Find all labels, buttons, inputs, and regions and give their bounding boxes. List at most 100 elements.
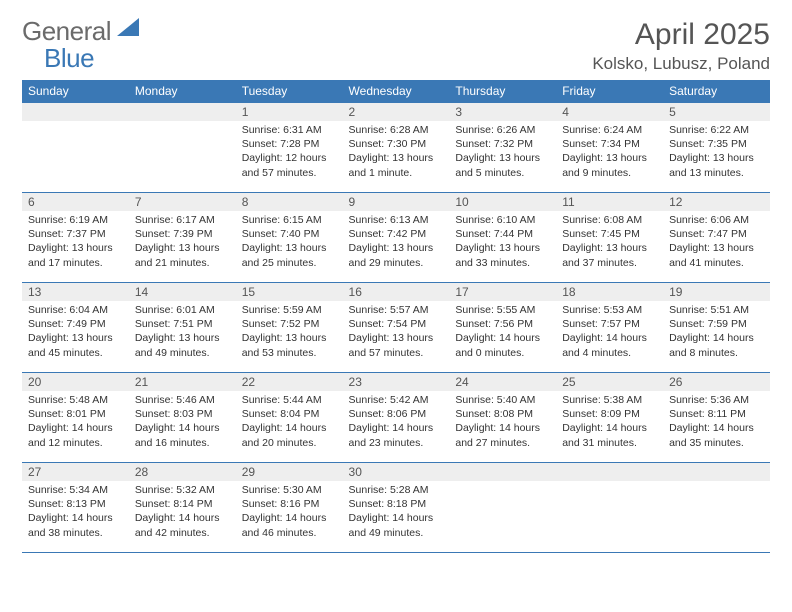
day-number: 30: [343, 463, 450, 481]
sunset-text: Sunset: 8:14 PM: [135, 497, 230, 511]
sunset-text: Sunset: 7:51 PM: [135, 317, 230, 331]
sunset-text: Sunset: 7:56 PM: [455, 317, 550, 331]
daylight-text: Daylight: 14 hours and 27 minutes.: [455, 421, 550, 449]
title-block: April 2025 Kolsko, Lubusz, Poland: [592, 18, 770, 74]
weekday-header: Tuesday: [236, 80, 343, 103]
sunrise-text: Sunrise: 5:59 AM: [242, 303, 337, 317]
day-number: 5: [663, 103, 770, 121]
calendar-day-cell: 17Sunrise: 5:55 AMSunset: 7:56 PMDayligh…: [449, 283, 556, 373]
sunset-text: Sunset: 8:01 PM: [28, 407, 123, 421]
day-content: Sunrise: 6:01 AMSunset: 7:51 PMDaylight:…: [129, 301, 236, 364]
day-number: 24: [449, 373, 556, 391]
day-content: Sunrise: 6:15 AMSunset: 7:40 PMDaylight:…: [236, 211, 343, 274]
daylight-text: Daylight: 13 hours and 1 minute.: [349, 151, 444, 179]
calendar-day-cell: 4Sunrise: 6:24 AMSunset: 7:34 PMDaylight…: [556, 103, 663, 193]
sunset-text: Sunset: 7:54 PM: [349, 317, 444, 331]
day-number: 11: [556, 193, 663, 211]
sunset-text: Sunset: 7:34 PM: [562, 137, 657, 151]
sunrise-text: Sunrise: 6:13 AM: [349, 213, 444, 227]
daylight-text: Daylight: 13 hours and 53 minutes.: [242, 331, 337, 359]
sunset-text: Sunset: 7:39 PM: [135, 227, 230, 241]
day-content: Sunrise: 6:08 AMSunset: 7:45 PMDaylight:…: [556, 211, 663, 274]
day-content: Sunrise: 5:40 AMSunset: 8:08 PMDaylight:…: [449, 391, 556, 454]
daylight-text: Daylight: 14 hours and 35 minutes.: [669, 421, 764, 449]
month-title: April 2025: [592, 18, 770, 52]
day-number: 19: [663, 283, 770, 301]
weekday-header: Thursday: [449, 80, 556, 103]
day-content: Sunrise: 6:28 AMSunset: 7:30 PMDaylight:…: [343, 121, 450, 184]
day-content: Sunrise: 6:26 AMSunset: 7:32 PMDaylight:…: [449, 121, 556, 184]
daylight-text: Daylight: 13 hours and 5 minutes.: [455, 151, 550, 179]
day-content: Sunrise: 6:22 AMSunset: 7:35 PMDaylight:…: [663, 121, 770, 184]
day-number: 25: [556, 373, 663, 391]
day-content: Sunrise: 6:17 AMSunset: 7:39 PMDaylight:…: [129, 211, 236, 274]
calendar-day-cell: 7Sunrise: 6:17 AMSunset: 7:39 PMDaylight…: [129, 193, 236, 283]
calendar-week-row: 27Sunrise: 5:34 AMSunset: 8:13 PMDayligh…: [22, 463, 770, 553]
brand-logo: General Blue: [22, 18, 139, 72]
day-content: Sunrise: 6:04 AMSunset: 7:49 PMDaylight:…: [22, 301, 129, 364]
sunrise-text: Sunrise: 5:34 AM: [28, 483, 123, 497]
weekday-header: Monday: [129, 80, 236, 103]
calendar-day-cell: 11Sunrise: 6:08 AMSunset: 7:45 PMDayligh…: [556, 193, 663, 283]
calendar-day-cell: 18Sunrise: 5:53 AMSunset: 7:57 PMDayligh…: [556, 283, 663, 373]
daylight-text: Daylight: 13 hours and 37 minutes.: [562, 241, 657, 269]
day-number: 28: [129, 463, 236, 481]
sunset-text: Sunset: 7:32 PM: [455, 137, 550, 151]
daylight-text: Daylight: 13 hours and 21 minutes.: [135, 241, 230, 269]
calendar-day-cell: 24Sunrise: 5:40 AMSunset: 8:08 PMDayligh…: [449, 373, 556, 463]
day-content: Sunrise: 5:34 AMSunset: 8:13 PMDaylight:…: [22, 481, 129, 544]
header: General Blue April 2025 Kolsko, Lubusz, …: [22, 18, 770, 74]
sunset-text: Sunset: 7:47 PM: [669, 227, 764, 241]
calendar-day-cell: 10Sunrise: 6:10 AMSunset: 7:44 PMDayligh…: [449, 193, 556, 283]
sunrise-text: Sunrise: 5:51 AM: [669, 303, 764, 317]
day-content: Sunrise: 6:06 AMSunset: 7:47 PMDaylight:…: [663, 211, 770, 274]
day-content: Sunrise: 5:44 AMSunset: 8:04 PMDaylight:…: [236, 391, 343, 454]
day-number: 1: [236, 103, 343, 121]
weekday-header: Saturday: [663, 80, 770, 103]
calendar-day-cell: [129, 103, 236, 193]
calendar-day-cell: 14Sunrise: 6:01 AMSunset: 7:51 PMDayligh…: [129, 283, 236, 373]
calendar-day-cell: 6Sunrise: 6:19 AMSunset: 7:37 PMDaylight…: [22, 193, 129, 283]
day-content: Sunrise: 5:38 AMSunset: 8:09 PMDaylight:…: [556, 391, 663, 454]
day-content: Sunrise: 5:53 AMSunset: 7:57 PMDaylight:…: [556, 301, 663, 364]
sunrise-text: Sunrise: 6:28 AM: [349, 123, 444, 137]
calendar-day-cell: [556, 463, 663, 553]
calendar-day-cell: 8Sunrise: 6:15 AMSunset: 7:40 PMDaylight…: [236, 193, 343, 283]
daylight-text: Daylight: 12 hours and 57 minutes.: [242, 151, 337, 179]
sunrise-text: Sunrise: 6:08 AM: [562, 213, 657, 227]
sunset-text: Sunset: 7:30 PM: [349, 137, 444, 151]
sunrise-text: Sunrise: 6:10 AM: [455, 213, 550, 227]
calendar-day-cell: 26Sunrise: 5:36 AMSunset: 8:11 PMDayligh…: [663, 373, 770, 463]
day-content: Sunrise: 5:51 AMSunset: 7:59 PMDaylight:…: [663, 301, 770, 364]
daylight-text: Daylight: 14 hours and 42 minutes.: [135, 511, 230, 539]
day-number: [129, 103, 236, 121]
sunset-text: Sunset: 8:13 PM: [28, 497, 123, 511]
sunset-text: Sunset: 7:37 PM: [28, 227, 123, 241]
sunset-text: Sunset: 7:59 PM: [669, 317, 764, 331]
sunrise-text: Sunrise: 6:17 AM: [135, 213, 230, 227]
location: Kolsko, Lubusz, Poland: [592, 54, 770, 74]
calendar-day-cell: 13Sunrise: 6:04 AMSunset: 7:49 PMDayligh…: [22, 283, 129, 373]
calendar-day-cell: 5Sunrise: 6:22 AMSunset: 7:35 PMDaylight…: [663, 103, 770, 193]
calendar-day-cell: 23Sunrise: 5:42 AMSunset: 8:06 PMDayligh…: [343, 373, 450, 463]
day-number: 10: [449, 193, 556, 211]
day-number: [22, 103, 129, 121]
sunset-text: Sunset: 8:03 PM: [135, 407, 230, 421]
daylight-text: Daylight: 14 hours and 38 minutes.: [28, 511, 123, 539]
sunset-text: Sunset: 8:08 PM: [455, 407, 550, 421]
calendar-day-cell: 3Sunrise: 6:26 AMSunset: 7:32 PMDaylight…: [449, 103, 556, 193]
sunset-text: Sunset: 7:35 PM: [669, 137, 764, 151]
sunset-text: Sunset: 8:04 PM: [242, 407, 337, 421]
calendar-day-cell: 2Sunrise: 6:28 AMSunset: 7:30 PMDaylight…: [343, 103, 450, 193]
daylight-text: Daylight: 13 hours and 49 minutes.: [135, 331, 230, 359]
day-number: 13: [22, 283, 129, 301]
sunrise-text: Sunrise: 5:44 AM: [242, 393, 337, 407]
calendar-week-row: 6Sunrise: 6:19 AMSunset: 7:37 PMDaylight…: [22, 193, 770, 283]
daylight-text: Daylight: 14 hours and 4 minutes.: [562, 331, 657, 359]
day-number: 22: [236, 373, 343, 391]
calendar-day-cell: 20Sunrise: 5:48 AMSunset: 8:01 PMDayligh…: [22, 373, 129, 463]
calendar-table: Sunday Monday Tuesday Wednesday Thursday…: [22, 80, 770, 553]
sunrise-text: Sunrise: 6:06 AM: [669, 213, 764, 227]
day-content: Sunrise: 6:24 AMSunset: 7:34 PMDaylight:…: [556, 121, 663, 184]
brand-part1: General: [22, 16, 111, 46]
